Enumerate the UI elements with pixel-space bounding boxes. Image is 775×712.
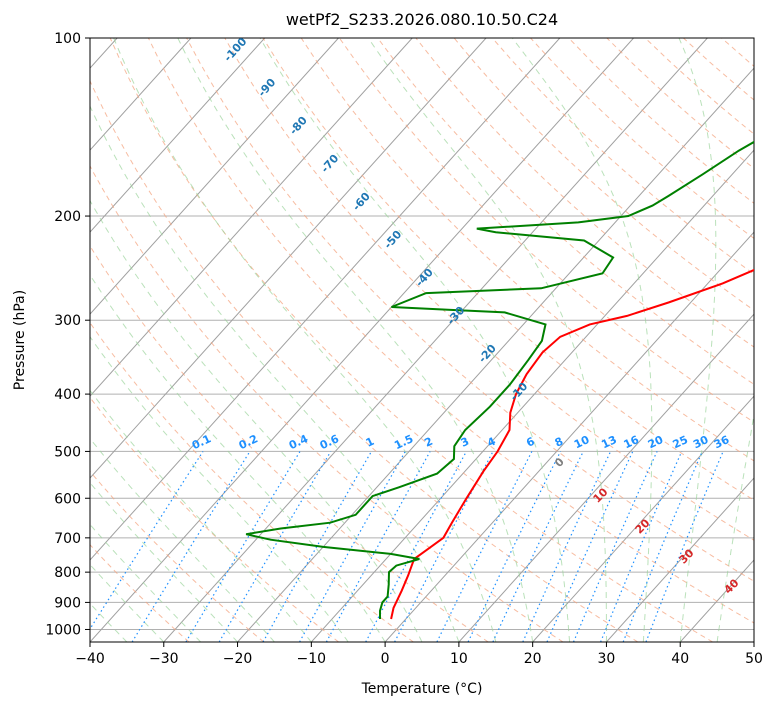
moist-adiabat-line (178, 38, 533, 642)
y-tick-label: 500 (54, 444, 81, 460)
dry-adiabat-line (683, 38, 775, 642)
mixing-ratio-label: 0.2 (237, 432, 260, 452)
mixing-ratio-label: 25 (671, 433, 690, 451)
x-tick-label: −30 (149, 651, 179, 667)
dry-adiabat-line (110, 38, 713, 642)
isotherm-gridline (0, 38, 412, 642)
dry-adiabat-line (416, 38, 775, 642)
mixing-ratio-label: 20 (646, 433, 666, 451)
mixing-ratio-label: 6 (524, 435, 537, 450)
isotherm-gridline (754, 38, 775, 642)
moist-adiabat-line (717, 38, 775, 642)
mixing-ratio-line (601, 451, 682, 642)
dry-adiabat-label: -40 (413, 266, 436, 290)
isotherm-gridline (385, 38, 775, 642)
dry-adiabat-line (225, 38, 775, 642)
y-tick-label: 1000 (45, 622, 81, 638)
isotherm-gridline (533, 38, 775, 642)
dry-adiabat-line (0, 38, 413, 642)
moist-adiabat-label: 10 (591, 485, 611, 505)
y-axis-label: Pressure (hPa) (12, 290, 28, 390)
y-tick-label: 700 (54, 531, 81, 547)
x-tick-label: 10 (450, 651, 468, 667)
mixing-ratio-line (82, 451, 203, 642)
moist-adiabat-line (0, 38, 385, 642)
isotherm-gridline (0, 38, 265, 642)
isotherm-gridline (0, 38, 486, 642)
dry-adiabat-line (760, 38, 775, 642)
dry-adiabat-label: -60 (350, 190, 373, 214)
mixing-ratio-label: 2 (422, 435, 434, 450)
mixing-ratio-line (574, 451, 658, 642)
x-tick-label: −10 (297, 651, 327, 667)
x-axis-label: Temperature (°C) (361, 681, 483, 697)
dry-adiabat-line (0, 38, 189, 642)
x-tick-label: 0 (381, 651, 390, 667)
chart-title: wetPf2_S233.2026.080.10.50.C24 (286, 10, 558, 30)
isotherm-gridline (0, 38, 191, 642)
mixing-ratio-label: 30 (691, 433, 711, 451)
x-tick-label: −20 (223, 651, 253, 667)
moist-adiabat-line (62, 38, 459, 642)
mixing-ratio-label: 0.1 (190, 432, 213, 452)
plot-area (0, 38, 775, 642)
isotherm-gridline (680, 38, 775, 642)
dry-adiabat-line (0, 38, 264, 642)
moist-adiabat-line (0, 38, 238, 642)
dry-adiabat-line (531, 38, 775, 642)
y-tick-label: 900 (54, 595, 81, 611)
y-tick-label: 100 (54, 31, 81, 47)
isotherm-gridline (459, 38, 775, 642)
mixing-ratio-label: 10 (572, 433, 592, 451)
y-tick-label: 400 (54, 387, 81, 403)
mixing-ratio-line (326, 451, 430, 642)
mixing-ratio-line (468, 451, 560, 642)
moist-adiabat-line (754, 38, 775, 642)
dry-adiabat-label: -90 (255, 76, 278, 100)
mixing-ratio-line (646, 451, 723, 642)
mixing-ratio-label: 3 (459, 435, 471, 450)
isotherm-gridline (164, 38, 708, 642)
mixing-ratio-label: 13 (599, 433, 618, 451)
x-tick-label: 40 (671, 651, 689, 667)
dry-adiabat-line (645, 38, 775, 642)
mixing-ratio-label: 1.5 (392, 432, 415, 452)
dry-adiabat-label: -30 (444, 304, 467, 328)
dry-adiabat-line (722, 38, 775, 642)
y-tick-label: 300 (54, 313, 81, 329)
mixing-ratio-label: 1 (364, 435, 376, 450)
mixing-ratio-line (623, 451, 702, 642)
mixing-ratio-line (186, 451, 300, 642)
moist-adiabat-label: 30 (677, 546, 697, 566)
moist-adiabat-line (512, 38, 652, 642)
x-tick-label: 20 (524, 651, 542, 667)
mixing-ratio-line (547, 451, 633, 642)
mixing-ratio-label: 16 (622, 433, 642, 451)
background-lines (0, 38, 775, 642)
dry-adiabat-line (378, 38, 775, 642)
dry-adiabat-label: -20 (476, 342, 499, 366)
x-tick-label: 50 (745, 651, 763, 667)
dry-adiabat-label: -80 (287, 114, 310, 138)
mixing-ratio-label: 8 (553, 435, 565, 450)
mixing-ratio-line (493, 451, 583, 642)
y-tick-label: 600 (54, 491, 81, 507)
dry-adiabat-label: -50 (381, 228, 404, 252)
x-tick-label: −40 (75, 651, 105, 667)
moist-adiabat-line (0, 38, 274, 642)
y-tick-label: 800 (54, 565, 81, 581)
x-tick-label: 30 (598, 651, 616, 667)
y-tick-label: 200 (54, 209, 81, 225)
dry-adiabat-line (263, 38, 775, 642)
moist-adiabat-label: 0 (552, 455, 567, 470)
mixing-ratio-line (132, 451, 250, 642)
mixing-ratio-label: 0.4 (287, 432, 310, 452)
